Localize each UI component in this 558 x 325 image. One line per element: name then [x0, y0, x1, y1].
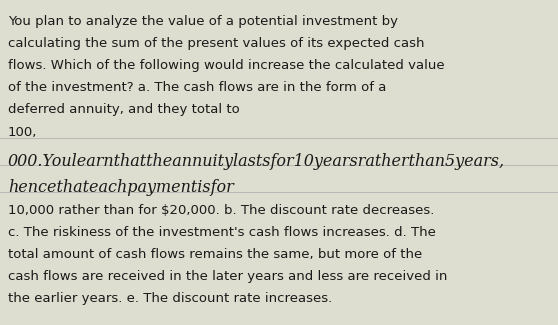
- Text: c. The riskiness of the investment's cash flows increases. d. The: c. The riskiness of the investment's cas…: [8, 226, 436, 239]
- Text: 100,: 100,: [8, 126, 37, 139]
- Text: total amount of cash flows remains the same, but more of the: total amount of cash flows remains the s…: [8, 248, 422, 261]
- Text: You plan to analyze the value of a potential investment by: You plan to analyze the value of a poten…: [8, 15, 398, 28]
- Text: deferred annuity, and they total to: deferred annuity, and they total to: [8, 103, 240, 116]
- Text: 10,000 rather than for $20,000. b. The discount rate decreases.: 10,000 rather than for $20,000. b. The d…: [8, 204, 434, 217]
- Text: hencethateachpaymentisfor: hencethateachpaymentisfor: [8, 179, 234, 196]
- Text: flows. Which of the following would increase the calculated value: flows. Which of the following would incr…: [8, 59, 445, 72]
- Text: cash flows are received in the later years and less are received in: cash flows are received in the later yea…: [8, 270, 448, 283]
- Text: the earlier years. e. The discount rate increases.: the earlier years. e. The discount rate …: [8, 292, 332, 305]
- Text: of the investment? a. The cash flows are in the form of a: of the investment? a. The cash flows are…: [8, 81, 386, 94]
- Text: 000.Youlearnthattheannuitylastsfor10yearsratherthan5years,: 000.Youlearnthattheannuitylastsfor10year…: [8, 153, 505, 170]
- Text: calculating the sum of the present values of its expected cash: calculating the sum of the present value…: [8, 37, 425, 50]
